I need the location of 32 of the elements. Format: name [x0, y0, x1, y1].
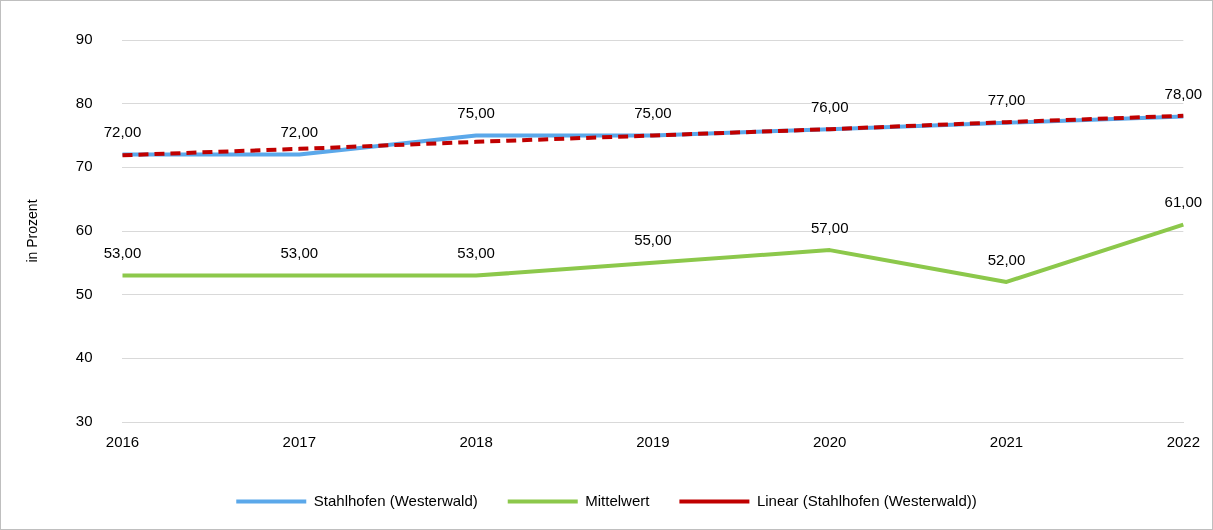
data-label: 53,00 — [457, 244, 495, 262]
data-label: 78,00 — [1164, 85, 1203, 103]
y-tick-label: 40 — [75, 348, 93, 366]
x-tick-label: 2019 — [636, 433, 670, 451]
y-axis-title: in Prozent — [24, 199, 41, 263]
data-label: 72,00 — [280, 123, 319, 141]
y-tick-label: 90 — [75, 30, 93, 48]
data-label: 75,00 — [634, 104, 672, 122]
y-tick-label: 60 — [75, 221, 93, 239]
x-tick-label: 2020 — [813, 433, 847, 451]
x-tick-label: 2021 — [989, 433, 1024, 451]
data-label: 53,00 — [103, 244, 142, 262]
y-tick-label: 50 — [75, 284, 93, 302]
data-label: 76,00 — [810, 97, 849, 115]
legend-label: Mittelwert — [585, 491, 651, 509]
y-tick-label: 80 — [75, 93, 93, 111]
y-tick-label: 70 — [75, 157, 93, 175]
x-tick-label: 2022 — [1166, 433, 1200, 451]
data-label: 61,00 — [1164, 193, 1203, 211]
legend-label: Stahlhofen (Westerwald) — [313, 491, 478, 509]
data-label: 77,00 — [987, 91, 1026, 109]
data-label: 53,00 — [280, 244, 319, 262]
legend-label: Linear (Stahlhofen (Westerwald)) — [756, 491, 977, 509]
data-label: 72,00 — [103, 123, 142, 141]
data-label: 55,00 — [634, 231, 672, 249]
data-label: 52,00 — [987, 250, 1026, 268]
data-label: 75,00 — [457, 104, 495, 122]
x-tick-label: 2016 — [105, 433, 140, 451]
data-label: 57,00 — [810, 218, 849, 236]
x-tick-label: 2017 — [282, 433, 316, 451]
y-tick-label: 30 — [75, 412, 93, 430]
x-tick-label: 2018 — [459, 433, 493, 451]
